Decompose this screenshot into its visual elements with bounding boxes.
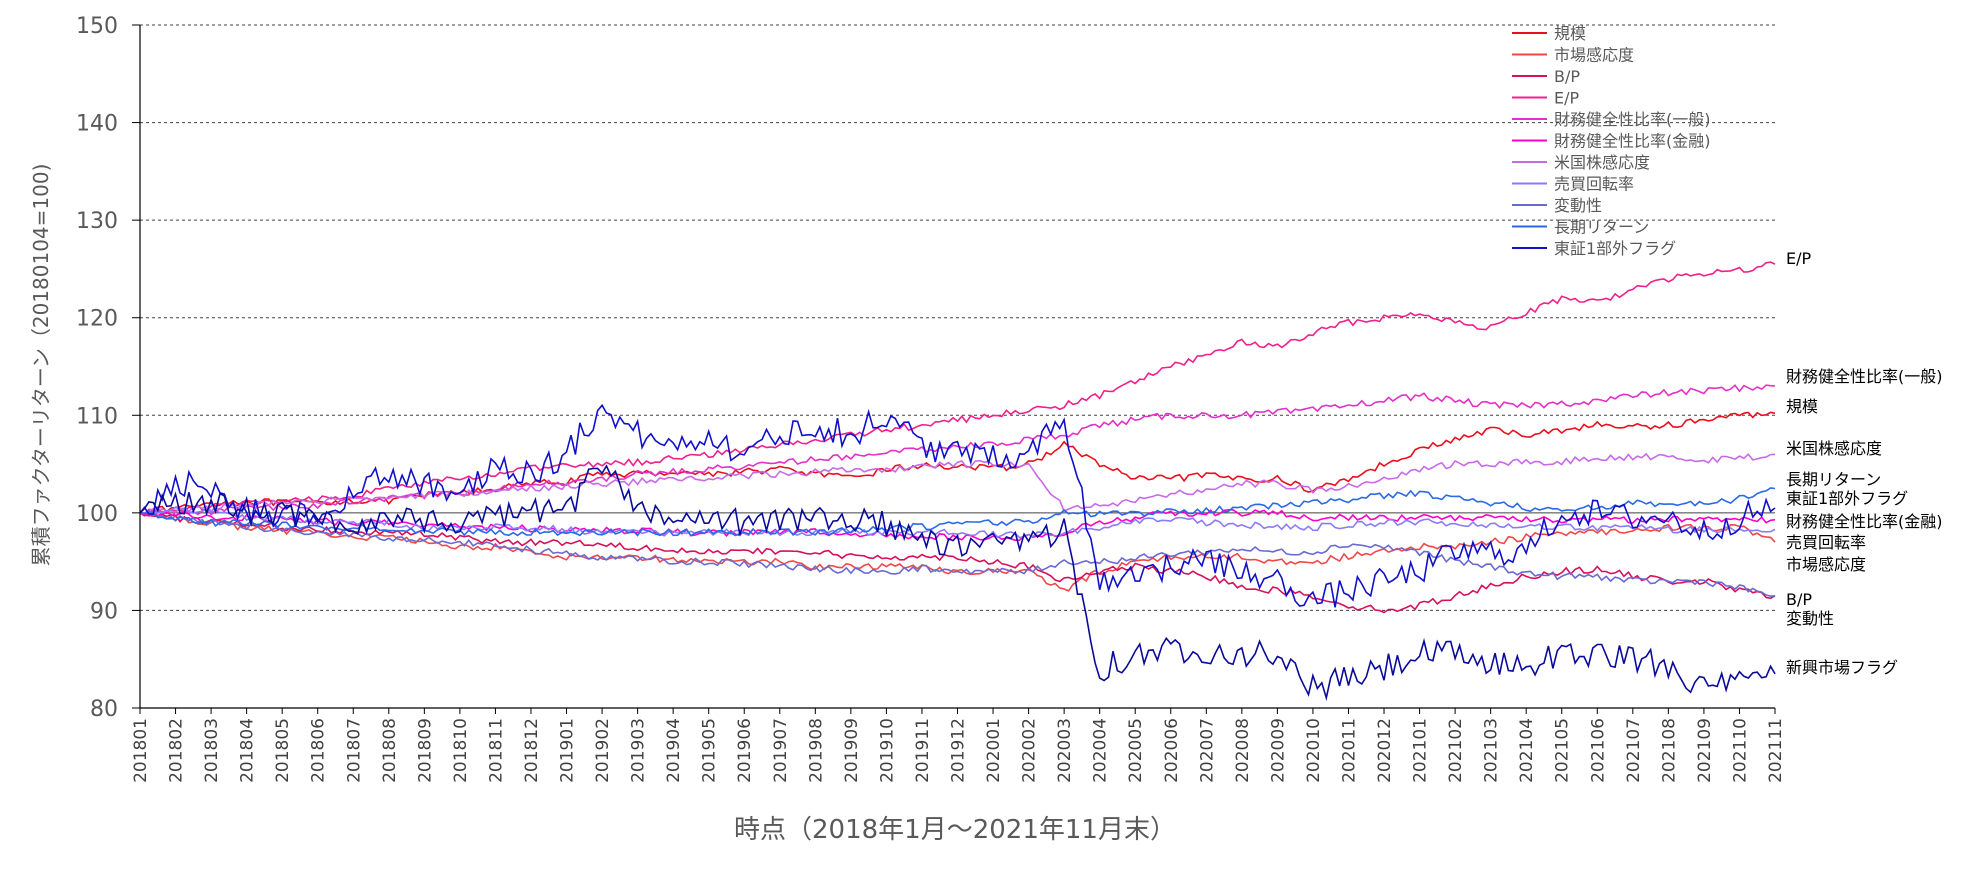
legend-label: E/P [1554, 89, 1580, 108]
x-tick-label: 202104 [1517, 718, 1537, 783]
x-tick-label: 201803 [202, 718, 222, 783]
series-line [139, 464, 1776, 701]
x-tick-label: 201802 [167, 718, 187, 783]
x-tick-label: 202002 [1020, 718, 1040, 783]
legend-label: 財務健全性比率(金融) [1554, 132, 1711, 151]
x-axis-title: 時点（2018年1月～2021年11月末） [734, 815, 1176, 845]
x-tick-label: 202001 [984, 718, 1004, 783]
x-tick-label: 202111 [1766, 718, 1786, 783]
x-tick-label: 202006 [1162, 718, 1182, 783]
x-tick-label: 202005 [1126, 718, 1146, 783]
x-tick-label: 201911 [913, 718, 933, 783]
x-tick-label: 201910 [877, 718, 897, 783]
y-tick-label: 150 [76, 14, 118, 39]
x-tick-label: 202008 [1233, 718, 1253, 783]
end-label: 規模 [1786, 397, 1818, 416]
x-tick-label: 201904 [664, 718, 684, 783]
x-tick-label: 201807 [344, 718, 364, 783]
x-tick-label: 202103 [1482, 718, 1502, 783]
end-label: 米国株感応度 [1786, 439, 1882, 458]
x-tick-label: 201812 [522, 718, 542, 783]
x-tick-label: 202003 [1055, 718, 1075, 783]
legend-label: 財務健全性比率(一般) [1554, 110, 1711, 129]
series-line [139, 506, 1776, 539]
y-tick-label: 90 [90, 599, 118, 624]
y-tick-label: 110 [76, 404, 118, 429]
end-label: 財務健全性比率(金融) [1786, 512, 1943, 531]
x-tick-label: 201805 [273, 718, 293, 783]
x-tick-label: 202007 [1197, 718, 1217, 783]
y-tick-label: 100 [76, 502, 118, 527]
end-label: 変動性 [1786, 609, 1834, 628]
x-tick-label: 201811 [486, 718, 506, 783]
x-tick-label: 202004 [1091, 718, 1111, 783]
end-label: 新興市場フラグ [1786, 658, 1898, 677]
y-axis-title: 累積ファクターリターン（20180104=100) [29, 164, 53, 567]
x-tick-label: 202012 [1375, 718, 1395, 783]
series-line [139, 512, 1776, 614]
y-tick-label: 80 [90, 697, 118, 722]
x-tick-label: 201808 [380, 718, 400, 783]
x-tick-label: 201806 [309, 718, 329, 783]
end-label: 財務健全性比率(一般) [1786, 367, 1943, 386]
x-tick-label: 201907 [771, 718, 791, 783]
legend-label: 東証1部外フラグ [1554, 239, 1676, 258]
y-tick-label: 140 [76, 112, 118, 137]
end-label: B/P [1786, 590, 1812, 609]
x-tick-label: 202009 [1268, 718, 1288, 783]
legend-label: B/P [1554, 67, 1580, 86]
axes: 80 90 100 110 120 130 140 150 201801 201802 201803… [76, 14, 1786, 783]
legend-label: 規模 [1554, 24, 1586, 43]
end-label: E/P [1786, 249, 1812, 268]
legend-label: 変動性 [1554, 196, 1602, 215]
x-tick-label: 202102 [1446, 718, 1466, 783]
end-label: 市場感応度 [1786, 555, 1866, 574]
x-tick-label: 201905 [700, 718, 720, 783]
x-tick-label: 202106 [1588, 718, 1608, 783]
x-tick-label: 201810 [451, 718, 471, 783]
legend-label: 市場感応度 [1554, 46, 1634, 65]
x-tick-label: 201901 [558, 718, 578, 783]
series-line [139, 403, 1776, 608]
x-tick-label: 201906 [735, 718, 755, 783]
x-tick-label: 201809 [415, 718, 435, 783]
series-lines [139, 261, 1776, 701]
x-tick-label: 201912 [949, 718, 969, 783]
x-tick-label: 201903 [629, 718, 649, 783]
x-tick-label: 201902 [593, 718, 613, 783]
series-line [139, 510, 1776, 592]
y-tick-label: 120 [76, 307, 118, 332]
series-line [139, 384, 1776, 518]
end-label: 長期リターン [1786, 470, 1881, 489]
series-line [139, 487, 1776, 537]
x-tick-label: 202010 [1304, 718, 1324, 783]
x-tick-label: 202108 [1659, 718, 1679, 783]
end-label: 売買回転率 [1786, 533, 1866, 552]
x-tick-label: 202110 [1730, 718, 1750, 783]
y-tick-label: 130 [76, 209, 118, 234]
x-tick-label: 201801 [131, 718, 151, 783]
series-line [139, 261, 1776, 516]
x-tick-label: 202105 [1553, 718, 1573, 783]
x-tick-label: 201909 [842, 718, 862, 783]
legend-label: 米国株感応度 [1554, 153, 1650, 172]
series-line [139, 509, 1776, 598]
x-tick-label: 202107 [1624, 718, 1644, 783]
series-line [139, 452, 1776, 515]
legend-label: 売買回転率 [1554, 175, 1634, 194]
x-tick-label: 201908 [806, 718, 826, 783]
legend-label: 長期リターン [1554, 218, 1649, 237]
end-label: 東証1部外フラグ [1786, 489, 1908, 508]
x-tick-label: 201804 [238, 718, 258, 783]
x-tick-label: 202101 [1411, 718, 1431, 783]
end-labels: E/P 財務健全性比率(一般) 規模米国株感応度長期リターン東証1部外フラグ財務健全… [1786, 249, 1943, 677]
x-tick-label: 202109 [1695, 718, 1715, 783]
x-tick-label: 202011 [1339, 718, 1359, 783]
